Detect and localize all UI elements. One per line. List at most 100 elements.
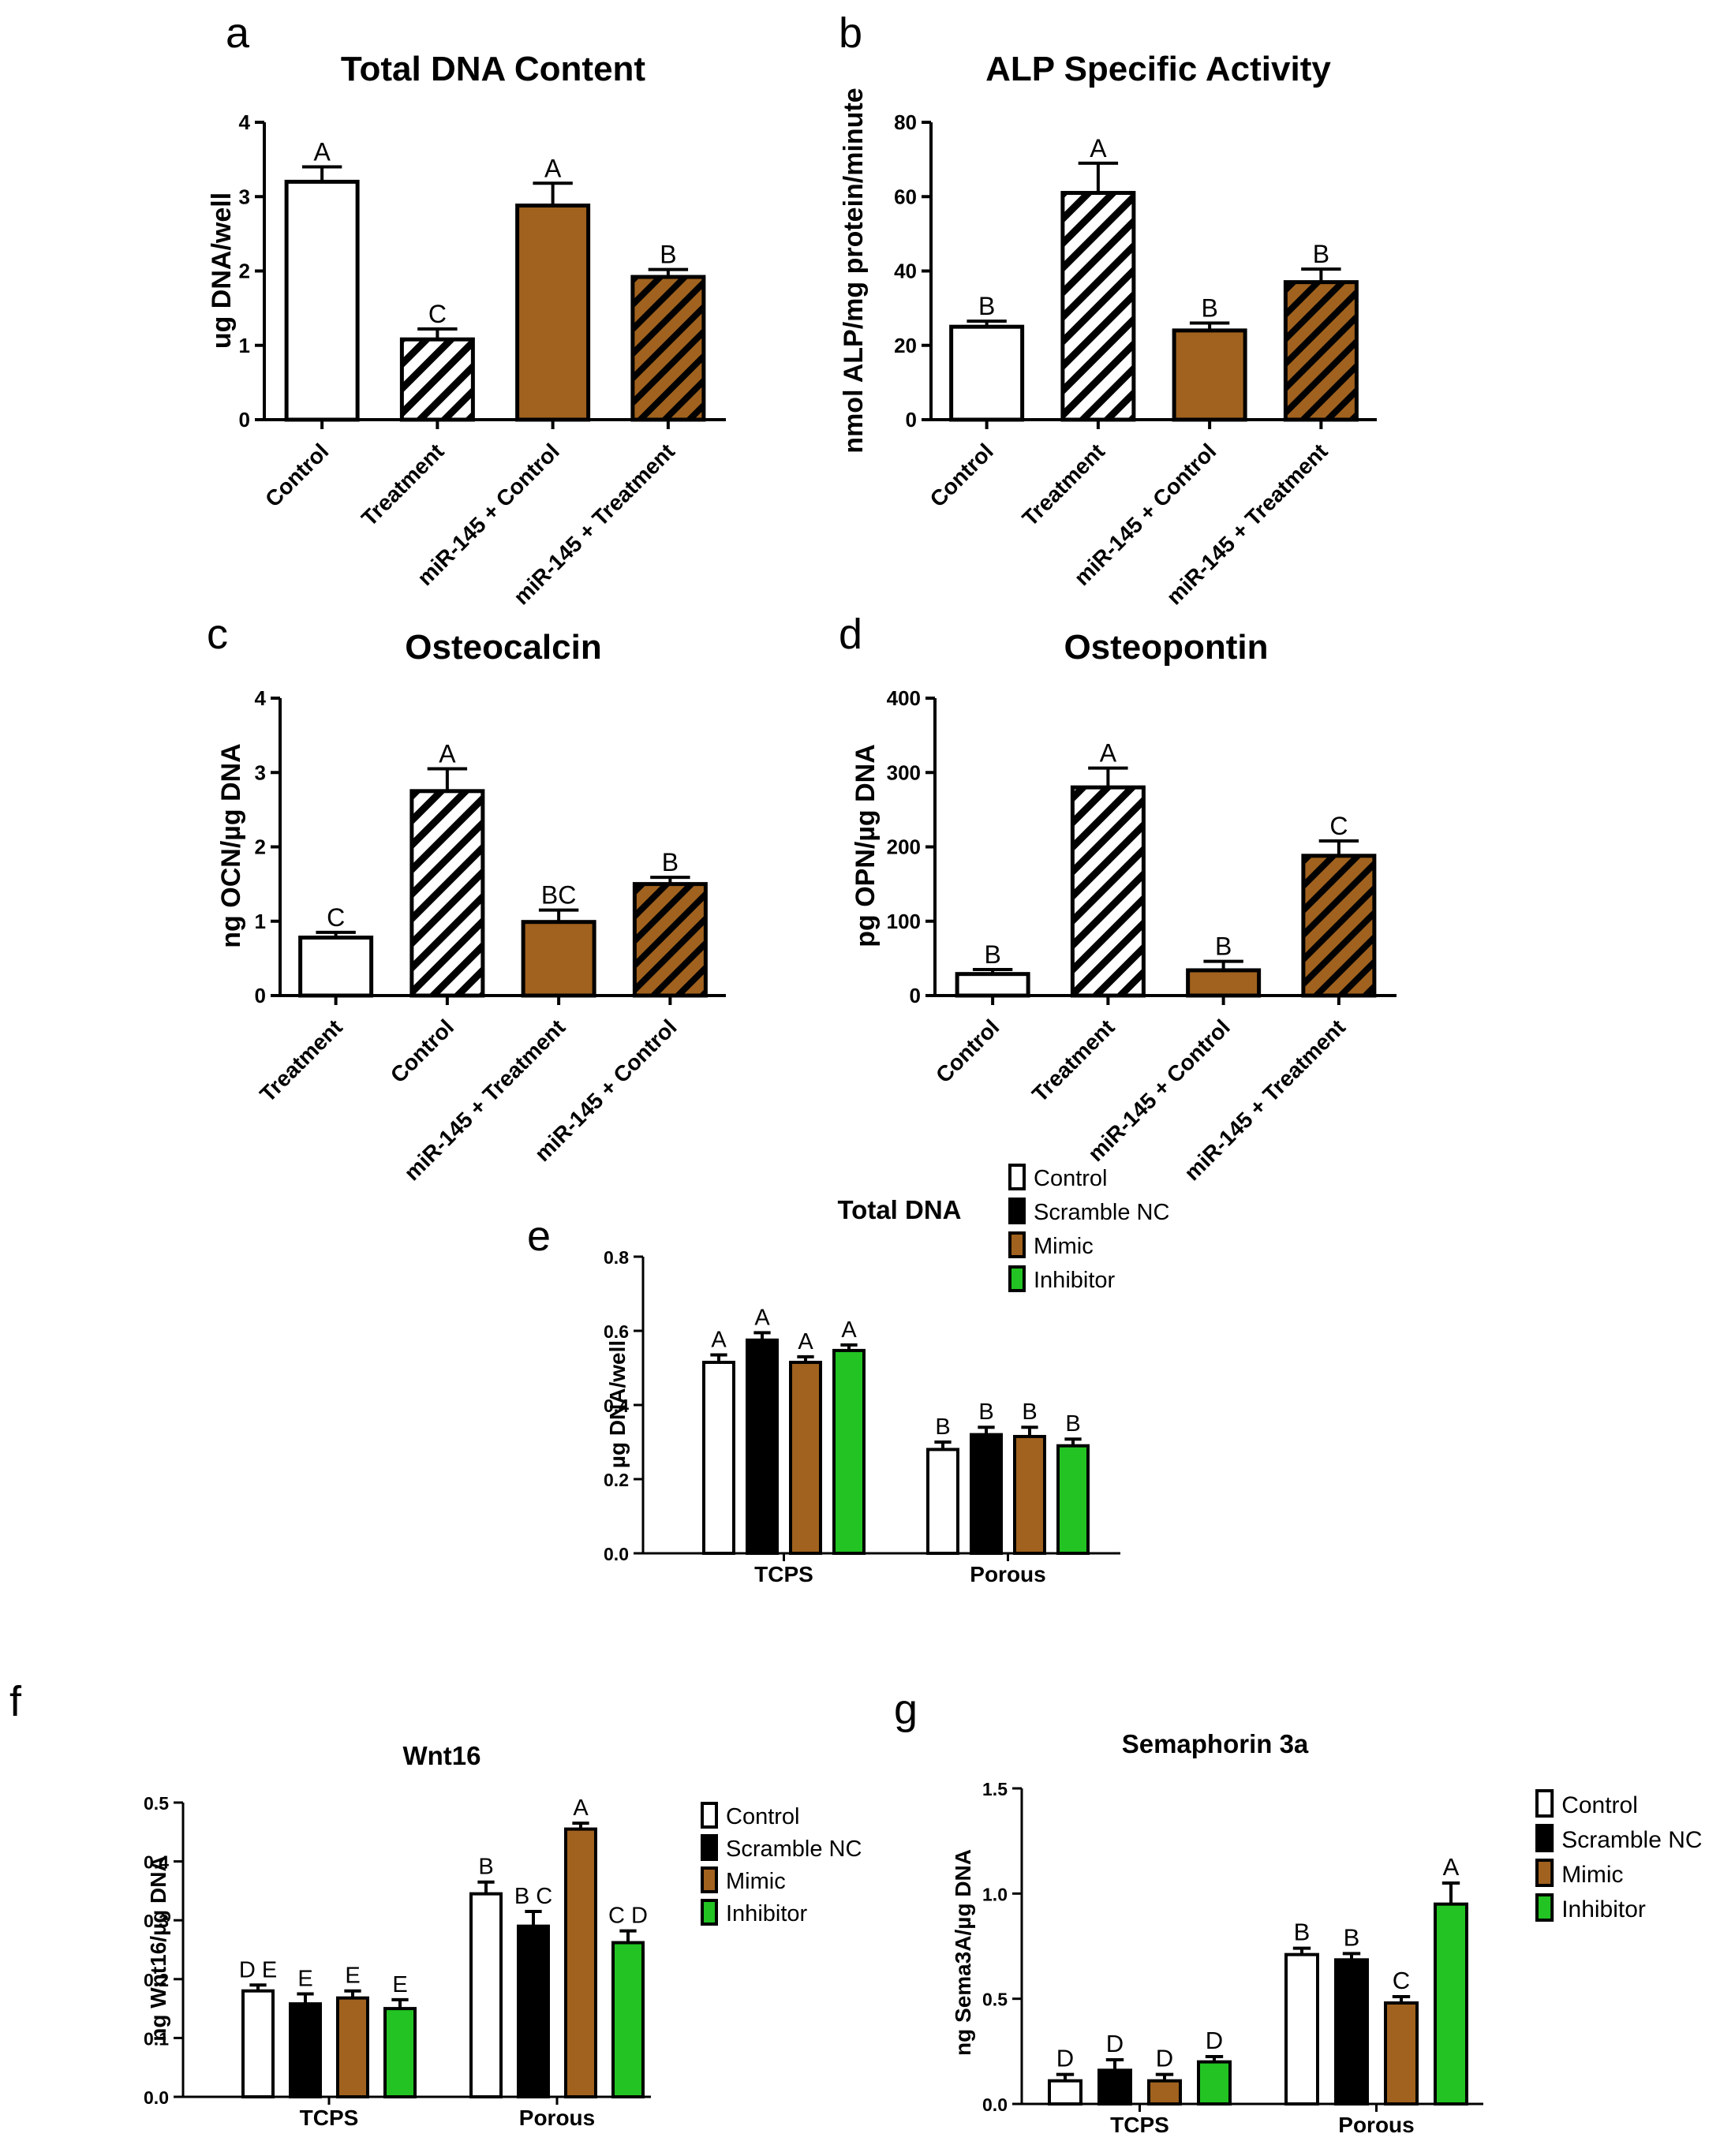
legend-label-f: Mimic (726, 1869, 786, 1894)
significance-letter-d: C (1329, 812, 1348, 840)
significance-letter-c: B (662, 848, 679, 876)
y-tick-label-c: 1 (255, 910, 266, 933)
legend-label-f: Control (726, 1804, 800, 1829)
legend-swatch-f (701, 1899, 718, 1926)
y-tick-label-g: 0.0 (982, 2094, 1008, 2115)
bar-d-1 (955, 972, 1030, 998)
chart-title-e: Total DNA (837, 1195, 961, 1224)
legend-label-e: Inhibitor (1034, 1268, 1116, 1293)
bar-b-4 (1283, 280, 1359, 422)
bar-g-porous-2 (1334, 1958, 1369, 2106)
significance-letter-f: A (573, 1795, 589, 1821)
bar-d-2 (1070, 785, 1146, 998)
x-tick-label-f: Porous (519, 2106, 595, 2130)
legend-swatch-g (1535, 1789, 1554, 1818)
panel-label-c: c (207, 611, 228, 658)
x-tick-label-g: TCPS (1110, 2113, 1169, 2137)
y-tick-label-f: 0.5 (144, 1793, 169, 1814)
y-tick-label-c: 4 (255, 686, 267, 710)
y-tick-label-b: 0 (906, 408, 917, 432)
significance-letter-f: E (345, 1964, 360, 1989)
y-tick-label-b: 80 (894, 110, 917, 134)
bar-c-1 (298, 935, 374, 998)
bar-e-porous-3 (1013, 1434, 1046, 1555)
legend-swatch-f (701, 1834, 718, 1861)
plot-e: 0.0 0.2 0.4 0.6 0.8 A A A A TCPS B B B B Porous (604, 1247, 1120, 1586)
significance-letter-a: C (428, 300, 447, 328)
significance-letter-b: B (978, 292, 995, 320)
panel-d: d Osteopontin pg OPN/µg DNA 0 100 200 300 40… (839, 611, 1397, 1185)
panel-e: e Total DNA µg DNA/well 0.0 0.2 0.4 0.6 0.8 A… (527, 1164, 1169, 1586)
y-tick-label-g: 1.0 (982, 1884, 1008, 1904)
panel-label-g: g (894, 1686, 918, 1733)
significance-letter-f: E (392, 1972, 407, 1997)
x-tick-label-f: TCPS (300, 2106, 359, 2130)
significance-letter-g: D (1106, 2030, 1124, 2057)
bar-b-3 (1172, 328, 1247, 422)
bar-e-tcps-2 (746, 1338, 779, 1555)
bar-f-tcps-1 (241, 1989, 275, 2098)
y-tick-label-c: 2 (255, 835, 266, 859)
legend-swatch-f (701, 1802, 718, 1829)
bar-a-2 (399, 337, 475, 422)
x-tick-label-b: Control (925, 439, 998, 511)
legend-f: Control Scramble NC Mimic Inhibitor (701, 1802, 862, 1926)
x-tick-label-a: Treatment (357, 439, 449, 531)
x-tick-label-d: Treatment (1027, 1014, 1120, 1107)
x-tick-label-a: Control (260, 439, 333, 511)
significance-letter-c: BC (541, 881, 576, 910)
y-tick-label-g: 0.5 (982, 1990, 1008, 2010)
y-tick-label-e: 0.0 (604, 1544, 629, 1564)
panel-f: f Wnt16 ng Wnt16/µg DNA 0.00.10.20.30.40… (9, 1678, 862, 2130)
significance-letter-a: A (313, 138, 331, 166)
significance-letter-f: C D (608, 1904, 648, 1929)
bar-c-4 (632, 882, 708, 998)
y-axis-label-b: nmol ALP/mg protein/minute (839, 88, 869, 453)
significance-letter-f: B (478, 1855, 493, 1880)
y-tick-label-c: 3 (255, 760, 266, 784)
bar-c-2 (409, 789, 485, 998)
bar-g-porous-1 (1284, 1952, 1319, 2106)
x-tick-label-d: Control (931, 1014, 1004, 1087)
bar-g-porous-4 (1434, 1902, 1468, 2106)
significance-letter-g: B (1294, 1919, 1311, 1946)
significance-letter-f: B C (514, 1884, 552, 1909)
y-axis-label-a: ug DNA/well (207, 192, 237, 349)
panel-label-e: e (527, 1213, 551, 1260)
bar-d-3 (1186, 968, 1262, 998)
x-tick-label-g: Porous (1338, 2113, 1414, 2137)
y-axis-label-f: ng Wnt16/µg DNA (146, 1855, 170, 2041)
x-tick-label-c: Control (386, 1014, 458, 1087)
y-axis-label-e: µg DNA/well (605, 1340, 630, 1468)
bar-g-tcps-4 (1197, 2060, 1232, 2106)
y-tick-label-d: 200 (887, 835, 921, 859)
y-axis-label-d: pg OPN/µg DNA (851, 744, 881, 947)
x-tick-label-e: TCPS (754, 1562, 813, 1586)
significance-letter-e: B (935, 1414, 950, 1440)
significance-letter-g: D (1206, 2027, 1223, 2054)
significance-letter-g: A (1443, 1853, 1460, 1881)
x-tick-label-e: Porous (970, 1562, 1045, 1586)
significance-letter-f: D E (239, 1957, 277, 1982)
bar-e-tcps-1 (702, 1360, 735, 1555)
panel-label-a: a (226, 9, 250, 57)
bar-b-2 (1060, 191, 1136, 422)
significance-letter-e: A (754, 1305, 770, 1330)
bar-g-tcps-2 (1097, 2068, 1132, 2106)
significance-letter-b: B (1313, 240, 1329, 268)
bar-e-porous-1 (926, 1448, 959, 1556)
legend-label-f: Inhibitor (726, 1901, 808, 1926)
bar-f-tcps-3 (336, 1996, 369, 2099)
bar-g-porous-3 (1384, 2001, 1419, 2106)
significance-letter-g: B (1344, 1923, 1360, 1951)
y-tick-label-e: 0.8 (604, 1247, 629, 1268)
significance-letter-d: A (1100, 739, 1117, 768)
bar-f-porous-4 (611, 1941, 645, 2099)
chart-title-b: ALP Specific Activity (985, 50, 1331, 88)
bar-g-tcps-3 (1147, 2079, 1182, 2106)
y-tick-label-a: 4 (239, 110, 251, 134)
y-tick-label-b: 60 (894, 185, 917, 208)
significance-letter-a: A (544, 154, 562, 182)
bar-e-porous-4 (1056, 1444, 1090, 1555)
